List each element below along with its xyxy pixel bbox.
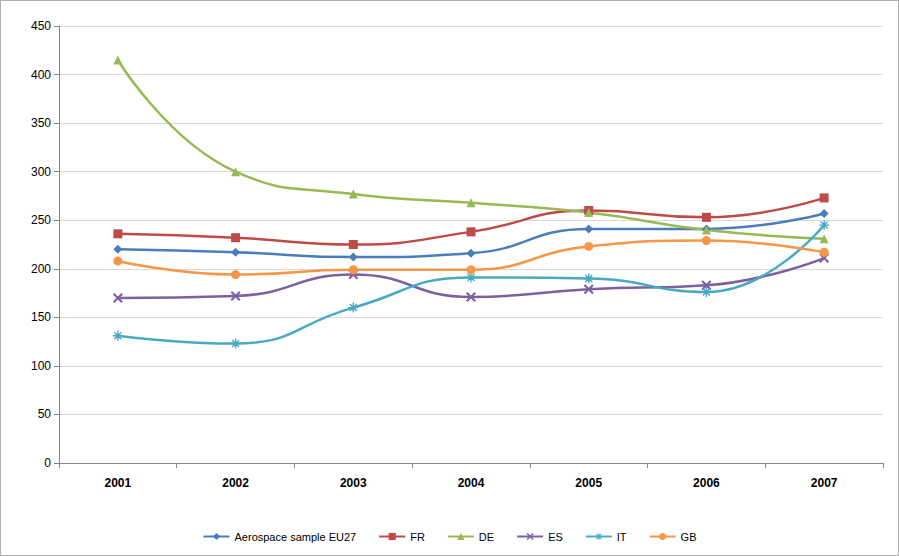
svg-text:2007: 2007 xyxy=(811,476,838,490)
svg-text:FR: FR xyxy=(410,531,425,543)
svg-text:200: 200 xyxy=(31,262,51,276)
svg-text:DE: DE xyxy=(479,531,494,543)
svg-text:2006: 2006 xyxy=(693,476,720,490)
svg-text:250: 250 xyxy=(31,213,51,227)
svg-text:Aerospace sample EU27: Aerospace sample EU27 xyxy=(235,531,357,543)
svg-text:450: 450 xyxy=(31,19,51,33)
svg-text:150: 150 xyxy=(31,310,51,324)
svg-text:400: 400 xyxy=(31,68,51,82)
svg-text:2001: 2001 xyxy=(105,476,132,490)
svg-text:50: 50 xyxy=(38,407,52,421)
svg-text:GB: GB xyxy=(681,531,697,543)
svg-text:350: 350 xyxy=(31,116,51,130)
svg-text:100: 100 xyxy=(31,359,51,373)
svg-text:2005: 2005 xyxy=(575,476,602,490)
svg-text:300: 300 xyxy=(31,165,51,179)
svg-text:ES: ES xyxy=(548,531,563,543)
svg-text:0: 0 xyxy=(44,456,51,470)
svg-text:2003: 2003 xyxy=(340,476,367,490)
svg-text:2002: 2002 xyxy=(222,476,249,490)
svg-text:IT: IT xyxy=(617,531,627,543)
svg-text:2004: 2004 xyxy=(458,476,485,490)
